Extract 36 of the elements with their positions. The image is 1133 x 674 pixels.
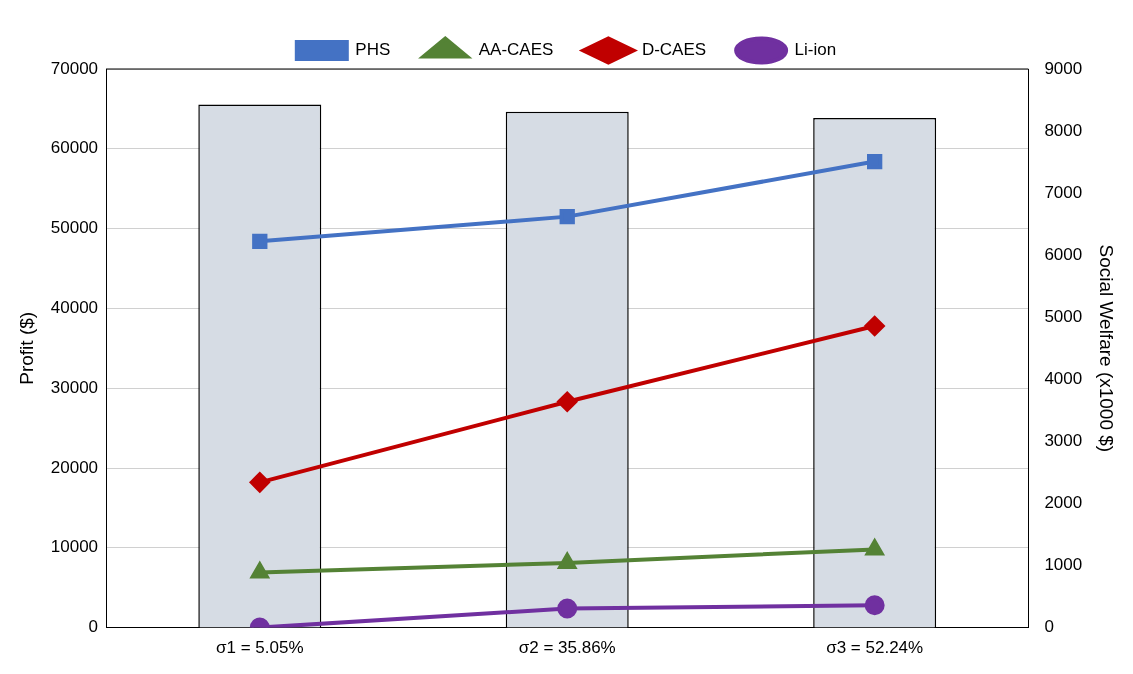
y2-tick-label: 3000: [1044, 431, 1083, 451]
y2-tick-label: 7000: [1044, 182, 1083, 202]
point: [559, 208, 575, 225]
point: [865, 539, 884, 556]
y2-tick-label: 6000: [1044, 244, 1083, 264]
y2-tick-label: 5000: [1044, 306, 1083, 326]
legend-label: AA-CAES: [478, 40, 554, 60]
y-tick-label: 10000: [50, 537, 99, 557]
y2-tick-label: 1000: [1044, 555, 1083, 575]
y-axis-title: Profit ($): [15, 311, 37, 385]
x-tick-label: σ1 = 5.05%: [216, 638, 304, 658]
y-tick-label: 40000: [50, 298, 99, 318]
y-tick-label: 0: [88, 617, 99, 637]
legend-label: Li-ion: [794, 40, 837, 60]
point: [252, 233, 268, 250]
y2-tick-label: 0: [1044, 617, 1054, 637]
point: [558, 552, 577, 569]
y-tick-label: 30000: [50, 377, 99, 397]
y-tick-label: 70000: [50, 58, 99, 78]
point: [864, 315, 885, 336]
point: [867, 153, 883, 170]
legend-label: PHS: [355, 40, 391, 60]
y2-tick-label: 8000: [1044, 120, 1083, 140]
y2-tick-label: 2000: [1044, 493, 1083, 513]
y2-axis-title: Social Welfare (x1000 $): [1096, 244, 1118, 453]
x-tick-label: σ3 = 52.24%: [826, 638, 924, 658]
y-tick-label: 60000: [50, 138, 99, 158]
point: [249, 560, 270, 579]
x-tick-label: σ2 = 35.86%: [518, 638, 616, 658]
y-tick-label: 50000: [50, 218, 99, 238]
legend-label: D-CAES: [641, 40, 707, 60]
y2-tick-label: 9000: [1044, 58, 1083, 78]
y2-tick-label: 4000: [1044, 369, 1083, 389]
point: [249, 472, 270, 493]
point: [557, 391, 578, 412]
y-tick-label: 20000: [50, 457, 99, 477]
